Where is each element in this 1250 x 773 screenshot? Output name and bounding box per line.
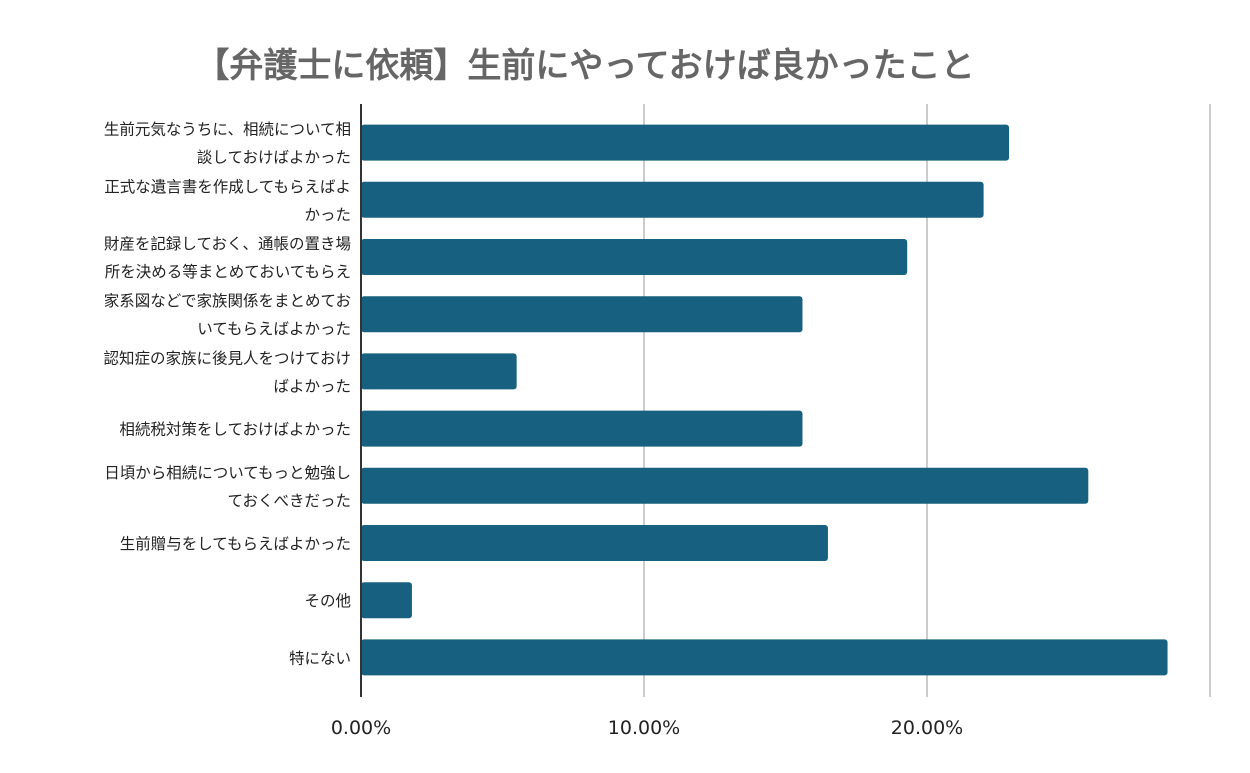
category-label: 日頃から相続についてもっと勉強し [104,464,351,482]
category-label: その他 [304,592,351,610]
category-label: 認知症の家族に後見人をつけておけ [103,349,351,367]
category-label: いてもらえばよかった [197,320,351,338]
bar [361,181,984,218]
category-label: 談しておけばよかった [197,149,351,167]
bar [361,467,1089,504]
bar [361,525,828,561]
category-label: 正式な遺言書を作成してもらえばよ [104,178,351,196]
bar [361,582,412,619]
category-label: かった [304,206,351,224]
category-label: ておくべきだった [227,492,351,510]
category-label: 家系図などで家族関係をまとめてお [104,292,351,310]
x-tick-label: 20.00% [891,717,963,739]
category-label: 相続税対策をしておけばよかった [119,421,351,439]
chart-title: 【弁護士に依頼】生前にやっておけば良かったこと [195,46,975,86]
category-label: 財産を記録しておく、通帳の置き場 [104,235,351,253]
bar [361,410,803,447]
bar [361,639,1168,676]
category-label: 所を決める等まとめておいてもらえ [105,263,351,281]
category-label: ばよかった [273,377,351,395]
category-label: 生前贈与をしてもらえばよかった [120,535,351,553]
x-tick-label: 10.00% [608,717,680,739]
category-label: 特にない [289,649,351,667]
bar [361,124,1010,161]
bar [361,296,803,333]
bar [361,239,908,275]
bar [361,353,517,390]
category-label: 生前元気なうちに、相続について相 [104,121,351,139]
x-tick-label: 0.00% [331,717,391,739]
